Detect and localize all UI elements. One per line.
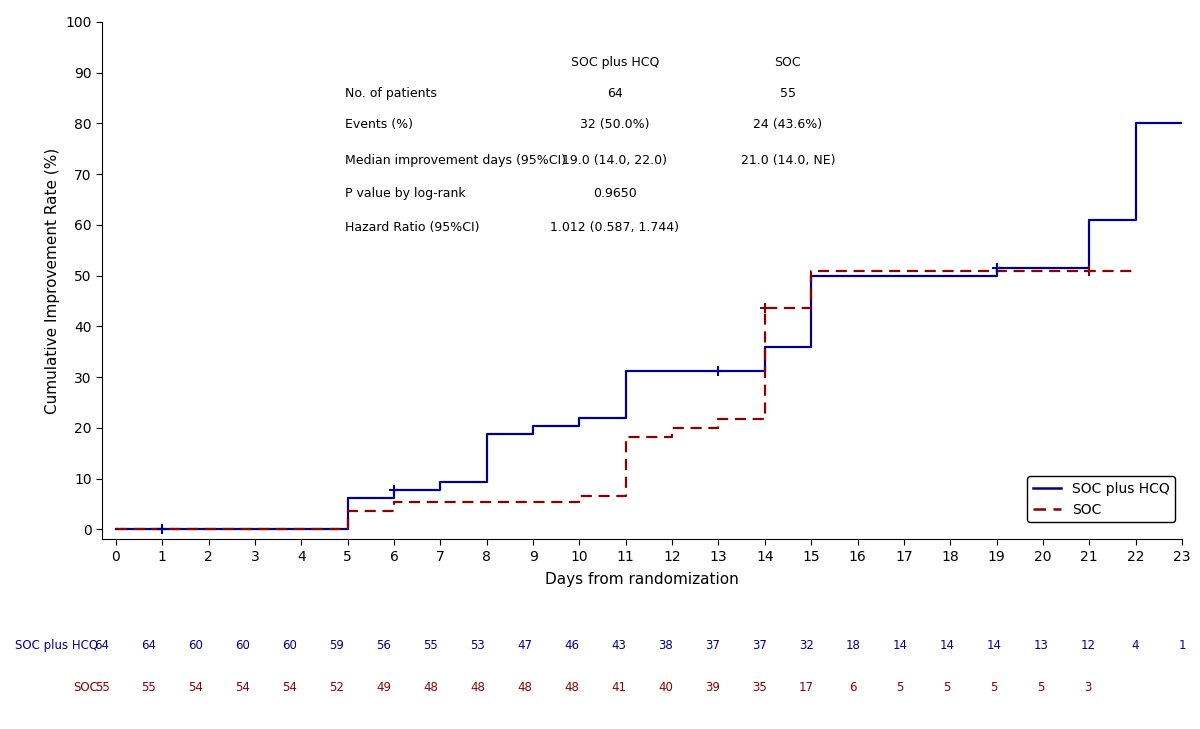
Text: Events (%): Events (%) [346, 117, 413, 130]
Text: 40: 40 [658, 681, 673, 694]
Text: 60: 60 [188, 639, 203, 652]
Text: 48: 48 [470, 681, 485, 694]
Text: 64: 64 [607, 87, 623, 100]
Text: 14: 14 [986, 639, 1002, 652]
Text: 5: 5 [1038, 681, 1045, 694]
X-axis label: Days from randomization: Days from randomization [545, 572, 739, 588]
Text: 56: 56 [377, 639, 391, 652]
Text: 55: 55 [780, 87, 796, 100]
Text: 14: 14 [940, 639, 955, 652]
Text: 39: 39 [704, 681, 720, 694]
Text: 3: 3 [1085, 681, 1092, 694]
Text: 5: 5 [896, 681, 904, 694]
Text: No. of patients: No. of patients [346, 87, 437, 100]
Text: 4: 4 [1132, 639, 1139, 652]
Text: SOC plus HCQ: SOC plus HCQ [16, 639, 98, 652]
Text: 6: 6 [850, 681, 857, 694]
Text: 35: 35 [752, 681, 767, 694]
Text: 43: 43 [611, 639, 626, 652]
Text: 53: 53 [470, 639, 485, 652]
Text: 18: 18 [846, 639, 860, 652]
Text: 32 (50.0%): 32 (50.0%) [581, 117, 649, 130]
Text: 19.0 (14.0, 22.0): 19.0 (14.0, 22.0) [563, 154, 667, 167]
Text: SOC: SOC [73, 681, 98, 694]
Text: Median improvement days (95%CI): Median improvement days (95%CI) [346, 154, 566, 167]
Text: 55: 55 [424, 639, 438, 652]
Text: 55: 55 [95, 681, 109, 694]
Text: 0.9650: 0.9650 [593, 187, 637, 200]
Text: 48: 48 [424, 681, 438, 694]
Text: 32: 32 [799, 639, 814, 652]
Text: 38: 38 [658, 639, 673, 652]
Text: 37: 37 [752, 639, 767, 652]
Text: 55: 55 [142, 681, 156, 694]
Text: 48: 48 [564, 681, 580, 694]
Text: 60: 60 [282, 639, 298, 652]
Text: 21.0 (14.0, NE): 21.0 (14.0, NE) [740, 154, 835, 167]
Text: SOC plus HCQ: SOC plus HCQ [571, 55, 659, 69]
Text: 46: 46 [564, 639, 580, 652]
Text: 60: 60 [235, 639, 251, 652]
Text: 1.012 (0.587, 1.744): 1.012 (0.587, 1.744) [551, 221, 679, 234]
Text: 14: 14 [893, 639, 907, 652]
Text: 48: 48 [517, 681, 532, 694]
Text: 54: 54 [235, 681, 251, 694]
Text: 59: 59 [329, 639, 344, 652]
Text: P value by log-rank: P value by log-rank [346, 187, 466, 200]
Text: 49: 49 [377, 681, 391, 694]
Text: 41: 41 [611, 681, 626, 694]
Text: 17: 17 [799, 681, 814, 694]
Legend: SOC plus HCQ, SOC: SOC plus HCQ, SOC [1027, 476, 1175, 522]
Text: 12: 12 [1080, 639, 1096, 652]
Text: 54: 54 [282, 681, 298, 694]
Text: 5: 5 [943, 681, 950, 694]
Text: 37: 37 [704, 639, 720, 652]
Text: 64: 64 [142, 639, 156, 652]
Text: 52: 52 [329, 681, 344, 694]
Y-axis label: Cumulative Improvement Rate (%): Cumulative Improvement Rate (%) [44, 147, 60, 414]
Text: 54: 54 [188, 681, 203, 694]
Text: 24 (43.6%): 24 (43.6%) [754, 117, 822, 130]
Text: SOC: SOC [774, 55, 802, 69]
Text: 1: 1 [1178, 639, 1186, 652]
Text: 64: 64 [95, 639, 109, 652]
Text: Hazard Ratio (95%CI): Hazard Ratio (95%CI) [346, 221, 480, 234]
Text: 5: 5 [990, 681, 998, 694]
Text: 13: 13 [1033, 639, 1049, 652]
Text: 47: 47 [517, 639, 532, 652]
